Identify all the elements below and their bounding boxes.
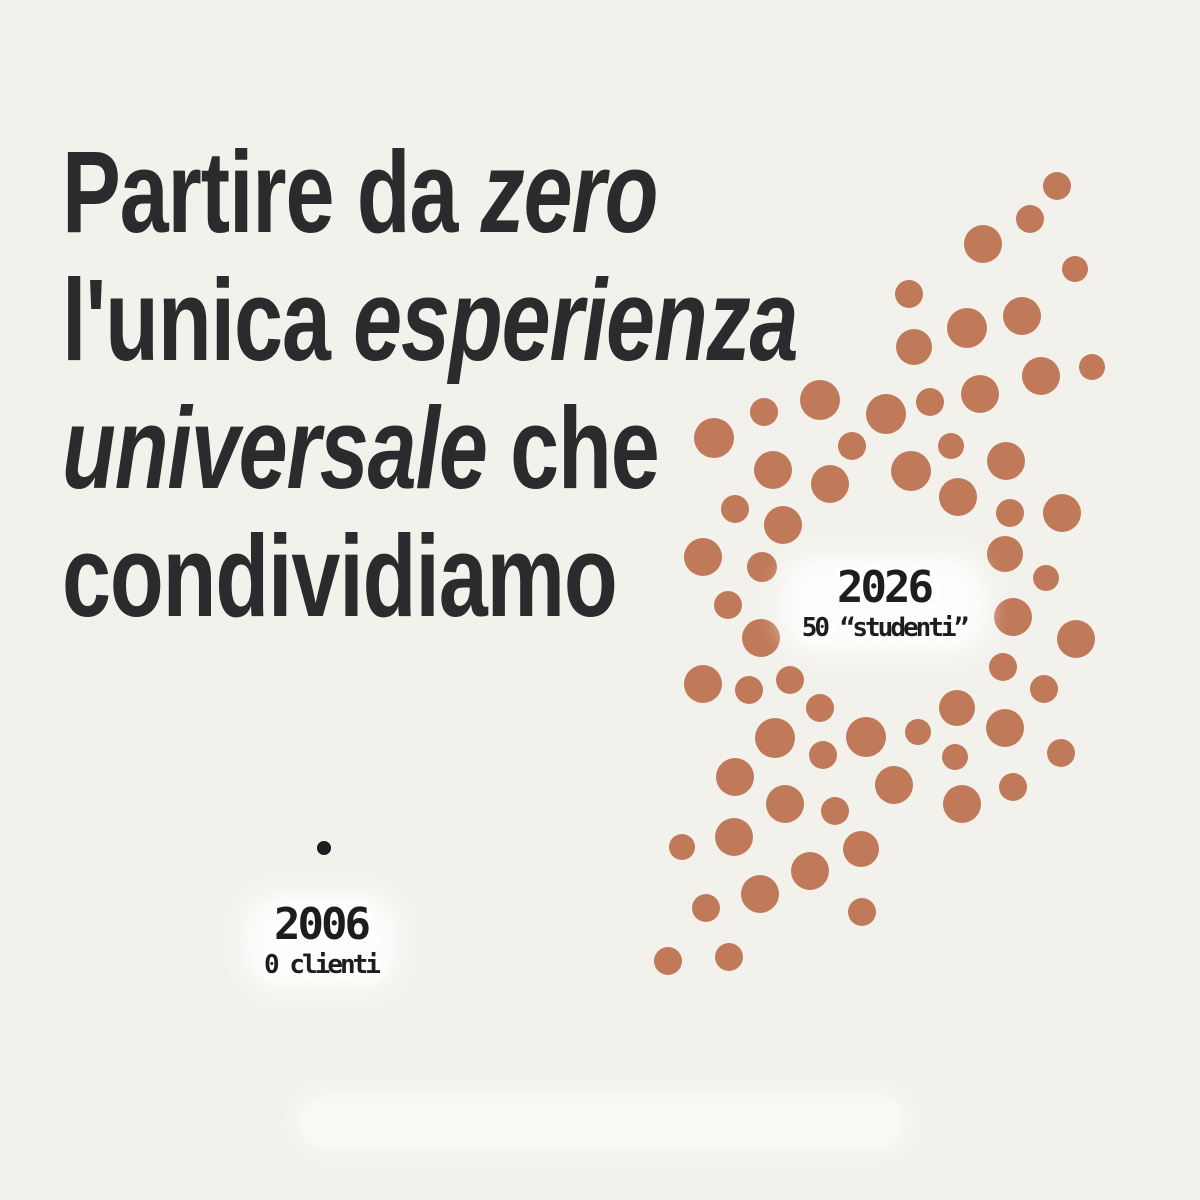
data-dot-2006 [317,841,331,855]
page-title: Partire da zero l'unica esperienza univers… [62,126,799,641]
data-dot-2026 [714,591,742,619]
data-dot-2026 [735,676,763,704]
data-dot-2026 [1043,172,1071,200]
data-dot-2026 [961,375,999,413]
data-dot-2026 [692,894,720,922]
annotation-2026: 2026 50 “studenti” [781,556,987,653]
data-dot-2026 [848,898,876,926]
data-dot-2026 [750,398,778,426]
title-line: Partire da zero [62,126,659,257]
data-dot-2026 [742,619,780,657]
data-dot-2026 [943,785,981,823]
data-dot-2026 [986,709,1024,747]
data-dot-2026 [754,451,792,489]
annotation-2006-year: 2006 [274,899,371,950]
data-dot-2026 [715,818,753,856]
data-dot-2026 [866,394,906,434]
data-dot-2026 [669,834,695,860]
title-line: condividiamo [62,510,618,641]
data-dot-2026 [891,451,931,491]
data-dot-2026 [1079,354,1105,380]
data-dot-2026 [938,433,964,459]
data-dot-2026 [987,536,1023,572]
data-dot-2026 [999,773,1027,801]
annotation-halo [244,893,398,990]
data-dot-2026 [721,495,749,523]
data-dot-2026 [766,785,804,823]
data-dot-2026 [1003,297,1041,335]
data-dot-2026 [939,690,975,726]
data-dot-2026 [791,852,829,890]
data-dot-2026 [800,380,840,420]
data-dot-2026 [716,758,754,796]
data-dot-2026 [1033,565,1059,591]
data-dot-2026 [996,499,1024,527]
data-dot-2026 [776,666,804,694]
data-dot-2026 [964,225,1002,263]
data-dot-2026 [1016,205,1044,233]
data-dot-2026 [747,552,777,582]
data-dot-2026 [694,418,734,458]
data-dot-2026 [896,329,932,365]
data-dot-2026 [755,718,795,758]
annotation-halo [781,556,987,653]
data-dot-2026 [939,478,977,516]
data-dot-2026 [1047,739,1075,767]
data-dot-2026 [875,766,913,804]
annotation-2026-caption: 50 “studenti” [801,613,969,643]
data-dot-2026 [846,717,886,757]
data-dot-2026 [654,947,682,975]
data-dot-2026 [987,442,1025,480]
annotation-2006: 2006 0 clienti [244,893,398,990]
annotation-2026-year: 2026 [837,562,934,613]
data-dot-2026 [1062,256,1088,282]
data-dot-2026 [715,943,743,971]
data-dot-2026 [916,388,944,416]
data-dot-2026 [994,598,1032,636]
data-dot-2026 [821,797,849,825]
data-dot-2026 [895,280,923,308]
data-dot-2026 [1057,620,1095,658]
data-dot-2026 [989,653,1017,681]
data-dot-2026 [905,719,931,745]
data-dot-2026 [684,538,722,576]
data-dot-2026 [741,875,779,913]
annotation-2006-caption: 0 clienti [264,950,381,980]
data-dot-2026 [764,506,802,544]
data-dot-2026 [809,741,837,769]
data-dot-2026 [947,308,987,348]
data-dot-2026 [1030,675,1058,703]
data-dot-2026 [1043,494,1081,532]
data-dot-2026 [806,694,834,722]
data-dot-2026 [811,465,849,503]
title-line: universale che [62,382,660,513]
data-dot-2026 [942,744,968,770]
watermark-band [297,1093,907,1151]
data-dot-2026 [843,831,879,867]
data-dot-2026 [838,432,866,460]
data-dot-2026 [1022,357,1060,395]
data-dot-2026 [684,665,722,703]
title-line: l'unica esperienza [62,254,799,385]
